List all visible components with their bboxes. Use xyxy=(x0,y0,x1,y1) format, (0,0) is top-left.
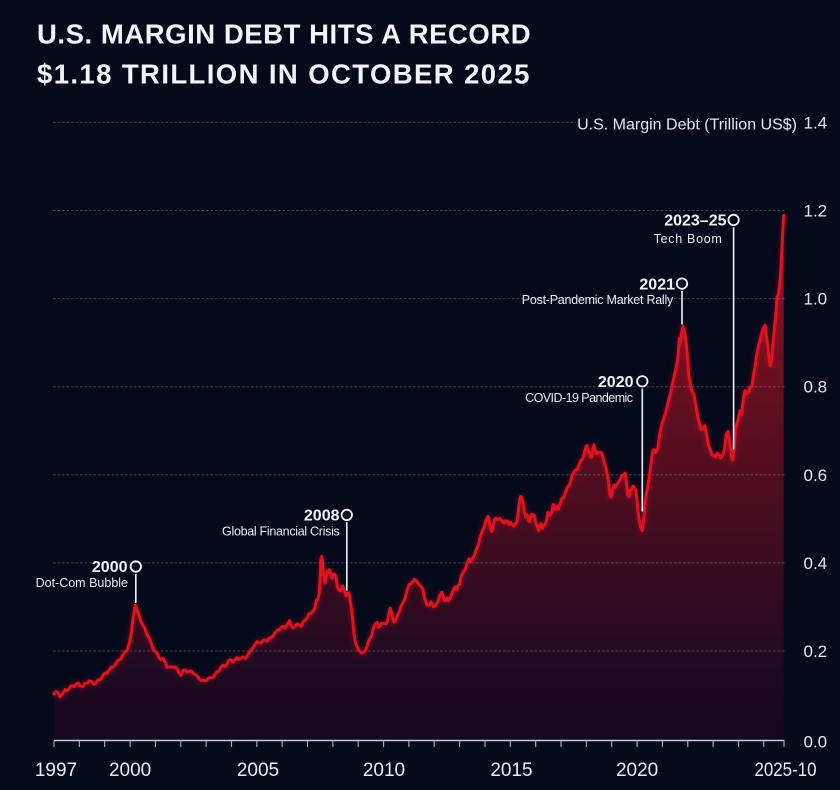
svg-text:Tech Boom: Tech Boom xyxy=(654,232,723,246)
svg-text:0.6: 0.6 xyxy=(804,466,828,485)
svg-text:2020: 2020 xyxy=(598,374,634,391)
svg-text:Global Financial Crisis: Global Financial Crisis xyxy=(222,524,339,538)
svg-text:1997: 1997 xyxy=(35,760,77,781)
svg-text:0.0: 0.0 xyxy=(804,733,828,752)
svg-text:1.4: 1.4 xyxy=(804,113,828,132)
svg-text:1.2: 1.2 xyxy=(804,202,828,221)
svg-text:2010: 2010 xyxy=(363,760,405,781)
svg-text:2021: 2021 xyxy=(639,276,675,293)
svg-text:COVID-19 Pandemic: COVID-19 Pandemic xyxy=(525,391,633,405)
svg-text:2025-10: 2025-10 xyxy=(755,760,817,781)
svg-text:2008: 2008 xyxy=(304,508,340,525)
svg-text:U.S. MARGIN DEBT HITS A RECORD: U.S. MARGIN DEBT HITS A RECORD xyxy=(37,19,531,50)
svg-text:0.8: 0.8 xyxy=(804,378,828,397)
svg-text:1.0: 1.0 xyxy=(804,290,828,309)
svg-text:2000: 2000 xyxy=(109,760,151,781)
svg-text:2005: 2005 xyxy=(237,760,279,781)
svg-text:2015: 2015 xyxy=(490,760,532,781)
svg-text:$1.18 TRILLION IN OCTOBER 2025: $1.18 TRILLION IN OCTOBER 2025 xyxy=(37,59,531,90)
svg-text:Dot-Com Bubble: Dot-Com Bubble xyxy=(36,576,128,590)
svg-text:0.2: 0.2 xyxy=(804,642,828,661)
svg-text:0.4: 0.4 xyxy=(804,554,828,573)
svg-text:Post-Pandemic Market Rally: Post-Pandemic Market Rally xyxy=(522,293,674,307)
svg-text:2023–25: 2023–25 xyxy=(664,213,726,230)
svg-text:U.S. Margin Debt (Trillion US$: U.S. Margin Debt (Trillion US$) xyxy=(577,117,797,134)
svg-text:2000: 2000 xyxy=(92,559,128,576)
svg-text:2020: 2020 xyxy=(616,760,658,781)
